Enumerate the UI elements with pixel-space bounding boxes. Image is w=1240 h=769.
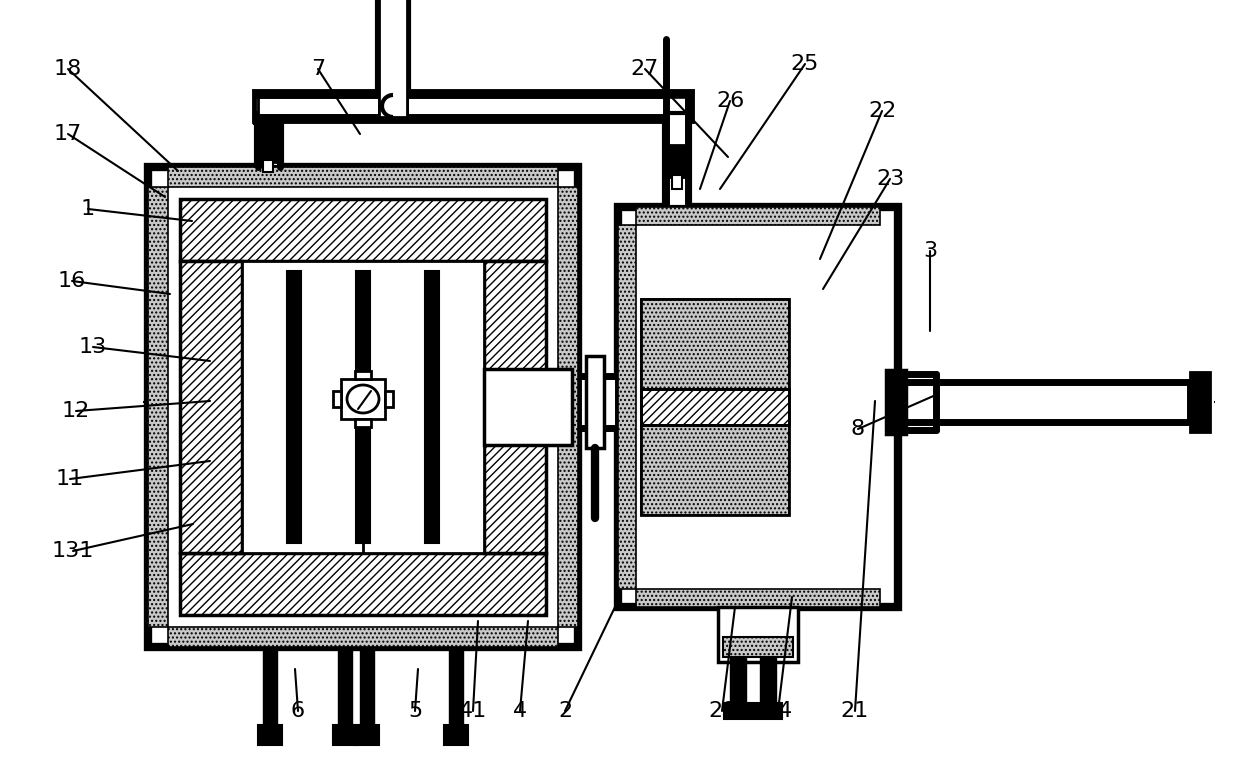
Bar — [355, 371, 371, 379]
Bar — [339, 647, 352, 727]
Bar — [263, 647, 277, 727]
Bar — [180, 261, 242, 553]
Bar — [636, 207, 880, 225]
Bar — [255, 113, 281, 167]
Bar — [260, 122, 277, 162]
Bar — [167, 167, 558, 187]
Bar — [663, 113, 689, 207]
Bar — [286, 271, 301, 543]
Text: 6: 6 — [291, 701, 305, 721]
Bar — [718, 607, 799, 662]
Bar — [425, 271, 439, 543]
Bar — [484, 261, 546, 553]
Bar — [449, 647, 463, 727]
Text: 1: 1 — [81, 199, 95, 219]
Text: 5: 5 — [408, 701, 422, 721]
Bar — [754, 703, 782, 719]
Bar — [180, 199, 546, 261]
Text: 23: 23 — [875, 169, 904, 189]
Bar — [148, 167, 578, 647]
Text: 16: 16 — [58, 271, 86, 291]
Bar — [379, 0, 407, 117]
Bar — [618, 207, 898, 607]
Bar — [760, 657, 776, 707]
Bar — [407, 95, 666, 117]
Text: 22: 22 — [868, 101, 897, 121]
Text: 8: 8 — [851, 419, 866, 439]
Bar — [341, 379, 384, 419]
Bar — [672, 175, 682, 189]
Bar — [444, 725, 467, 745]
Bar — [1190, 372, 1210, 432]
Bar — [254, 116, 281, 124]
Bar — [724, 703, 751, 719]
Bar — [258, 725, 281, 745]
Text: 25: 25 — [791, 54, 820, 74]
Bar — [730, 657, 746, 707]
Text: 21: 21 — [841, 701, 869, 721]
Bar — [377, 0, 409, 117]
Bar — [641, 425, 789, 515]
Text: 41: 41 — [459, 701, 487, 721]
Text: 28: 28 — [708, 701, 737, 721]
Text: 4: 4 — [513, 701, 527, 721]
Text: 3: 3 — [923, 241, 937, 261]
Text: 27: 27 — [631, 59, 660, 79]
Bar — [334, 391, 341, 407]
Text: 24: 24 — [764, 701, 792, 721]
Bar — [636, 589, 880, 607]
Text: 7: 7 — [311, 59, 325, 79]
Bar — [898, 382, 1190, 422]
Bar — [578, 376, 618, 428]
Bar — [641, 299, 789, 389]
Bar — [242, 261, 484, 553]
Bar — [180, 553, 546, 615]
Bar — [887, 370, 906, 434]
Bar — [489, 373, 542, 441]
Text: 26: 26 — [715, 91, 744, 111]
Bar — [356, 271, 370, 543]
Bar — [670, 145, 684, 177]
Bar — [384, 391, 393, 407]
Text: 11: 11 — [56, 469, 84, 489]
Text: 12: 12 — [62, 401, 91, 421]
Bar — [723, 637, 794, 657]
Text: 2: 2 — [558, 701, 572, 721]
Bar — [355, 419, 371, 427]
Bar — [618, 225, 636, 589]
Bar — [587, 356, 604, 448]
Text: 131: 131 — [52, 541, 94, 561]
Bar — [167, 627, 558, 647]
Bar — [641, 299, 789, 389]
Bar — [723, 637, 794, 657]
Bar — [558, 187, 578, 627]
Bar — [263, 160, 273, 172]
Bar — [254, 91, 692, 121]
Bar — [258, 95, 379, 117]
Bar — [641, 389, 789, 425]
Bar — [334, 725, 357, 745]
Text: 17: 17 — [53, 124, 82, 144]
Ellipse shape — [347, 385, 379, 413]
Bar — [148, 187, 167, 627]
Text: 18: 18 — [53, 59, 82, 79]
Bar — [641, 425, 789, 515]
Text: 13: 13 — [79, 337, 107, 357]
Bar — [355, 725, 379, 745]
Bar — [484, 369, 572, 445]
Bar — [641, 389, 789, 425]
Bar — [360, 647, 374, 727]
